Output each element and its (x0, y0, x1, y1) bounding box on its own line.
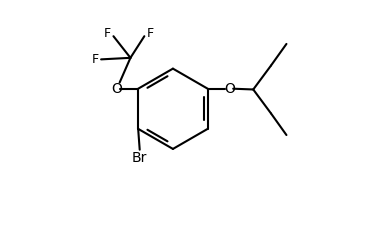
Text: O: O (111, 82, 122, 96)
Text: F: F (104, 27, 111, 40)
Text: Br: Br (132, 151, 147, 165)
Text: F: F (91, 53, 98, 66)
Text: F: F (147, 27, 154, 40)
Text: O: O (224, 82, 235, 96)
